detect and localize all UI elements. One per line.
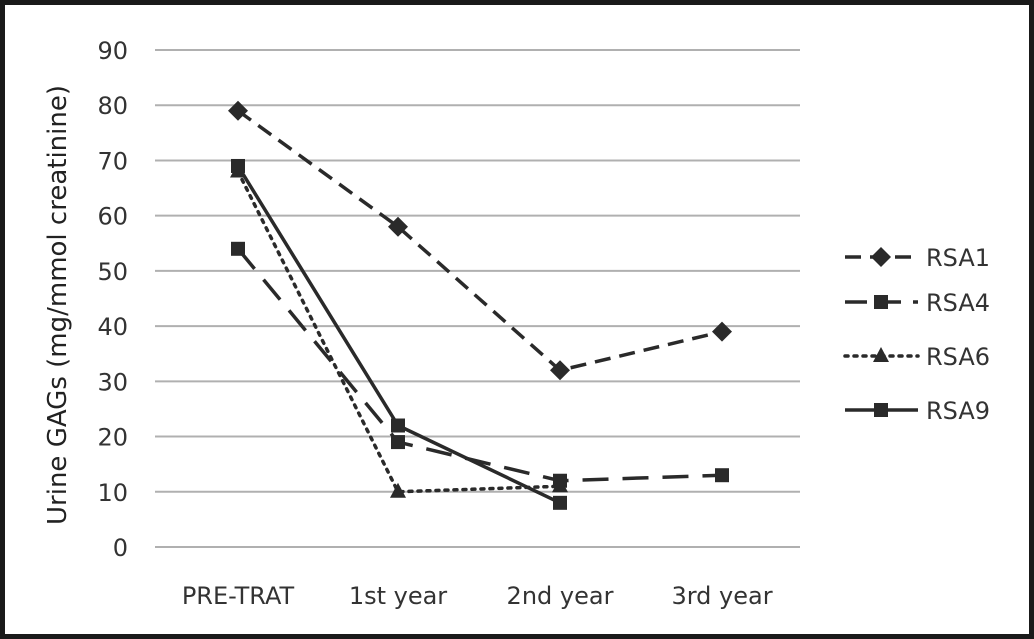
point-RSA1-2nd year: [550, 360, 570, 381]
x-tick-label-1: 1st year: [349, 582, 447, 610]
legend-label-RSA4: RSA4: [926, 289, 990, 317]
legend: RSA1 RSA4 RSA6 RSA9: [843, 244, 990, 425]
point-RSA4-PRE-TRAT: [231, 241, 245, 256]
legend-entry-RSA9: RSA9: [845, 397, 990, 425]
point-RSA9-1st year: [391, 418, 405, 433]
y-tick-label-20: 20: [97, 424, 128, 452]
series-RSA9: [231, 158, 567, 510]
y-tick-label-70: 70: [97, 147, 128, 175]
point-RSA1-1st year: [388, 216, 408, 237]
legend-marker-RSA6: [873, 347, 889, 362]
point-RSA6-2nd year: [552, 477, 568, 493]
y-tick-label-40: 40: [97, 313, 128, 341]
series-RSA4: [231, 241, 729, 488]
x-axis-ticks: PRE-TRAT 1st year 2nd year 3rd year: [182, 582, 773, 610]
legend-label-RSA6: RSA6: [926, 343, 990, 371]
series-RSA1: [228, 100, 732, 381]
legend-marker-RSA1: [871, 247, 891, 267]
y-tick-label-80: 80: [97, 92, 128, 120]
point-RSA9-2nd year: [553, 495, 567, 510]
legend-entry-RSA4: RSA4: [845, 289, 990, 317]
legend-marker-RSA4: [874, 295, 888, 309]
y-axis-ticks: 0 10 20 30 40 50 60 70 80 90: [97, 37, 128, 562]
y-tick-label-60: 60: [97, 203, 128, 231]
point-RSA1-3rd year: [712, 321, 732, 342]
y-tick-label-0: 0: [113, 534, 128, 562]
x-tick-label-2: 2nd year: [507, 582, 614, 610]
y-axis-title: Urine GAGs (mg/mmol creatinine): [43, 85, 73, 525]
x-tick-label-0: PRE-TRAT: [182, 582, 295, 610]
legend-label-RSA1: RSA1: [926, 244, 990, 272]
legend-label-RSA9: RSA9: [926, 397, 990, 425]
y-tick-label-10: 10: [97, 479, 128, 507]
x-tick-label-3: 3rd year: [671, 582, 772, 610]
point-RSA4-3rd year: [715, 468, 729, 483]
series-group: [228, 100, 732, 510]
y-tick-label-90: 90: [97, 37, 128, 65]
y-tick-label-30: 30: [97, 368, 128, 396]
legend-entry-RSA6: RSA6: [843, 343, 990, 371]
y-tick-label-50: 50: [97, 258, 128, 286]
series-line-RSA4: [236, 247, 723, 483]
point-RSA6-1st year: [390, 482, 406, 498]
point-RSA9-PRE-TRAT: [231, 158, 245, 173]
legend-entry-RSA1: RSA1: [845, 244, 990, 272]
point-RSA4-1st year: [391, 435, 405, 450]
series-line-RSA6: [236, 169, 562, 494]
series-line-RSA1: [236, 109, 723, 373]
legend-marker-RSA9: [874, 403, 888, 417]
point-RSA1-PRE-TRAT: [228, 100, 248, 121]
gridlines: [155, 49, 800, 548]
